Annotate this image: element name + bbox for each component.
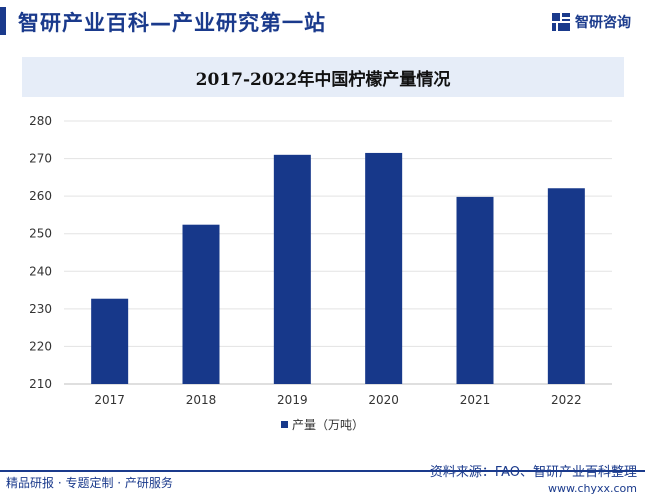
y-tick-label: 260 bbox=[29, 189, 52, 203]
y-tick-label: 240 bbox=[29, 264, 52, 278]
y-tick-label: 250 bbox=[29, 227, 52, 241]
chart-title-band: 2017-2022年中国柠檬产量情况 bbox=[22, 57, 624, 97]
y-tick-label: 280 bbox=[29, 114, 52, 128]
chart-title: 2017-2022年中国柠檬产量情况 bbox=[195, 69, 451, 90]
x-tick-label: 2017 bbox=[94, 393, 125, 407]
x-tick-label: 2020 bbox=[368, 393, 399, 407]
x-tick-label: 2019 bbox=[277, 393, 308, 407]
page-title: 智研产业百科—产业研究第一站 bbox=[18, 11, 326, 35]
y-tick-label: 270 bbox=[29, 152, 52, 166]
footer-source-background bbox=[430, 456, 645, 472]
bar-2017 bbox=[91, 298, 129, 384]
logo-text: 智研咨询 bbox=[575, 15, 631, 31]
header-accent-bar bbox=[0, 7, 6, 35]
bar-chart: 210 220 230 240 250 260 270 280 2017 2018 2019 2020… bbox=[29, 114, 612, 432]
page-header: 智研产业百科—产业研究第一站 智研咨询 bbox=[0, 0, 645, 44]
bar-2020 bbox=[365, 152, 403, 384]
y-tick-label: 220 bbox=[29, 339, 52, 353]
bar-2021 bbox=[456, 196, 494, 384]
y-tick-label: 230 bbox=[29, 302, 52, 316]
footer-url: www.chyxx.com bbox=[547, 482, 637, 495]
legend-label: 产量（万吨） bbox=[292, 418, 364, 432]
footer-services: 精品研报 · 专题定制 · 产研服务 bbox=[6, 476, 173, 490]
source-note: 资料来源：FAO、智研产业百科整理 bbox=[429, 465, 637, 480]
bar-2022 bbox=[547, 188, 585, 384]
x-tick-label: 2018 bbox=[186, 393, 217, 407]
bar-2018 bbox=[182, 224, 220, 384]
y-tick-label: 210 bbox=[29, 377, 52, 391]
footer-divider bbox=[0, 470, 645, 472]
x-tick-label: 2022 bbox=[551, 393, 582, 407]
legend-swatch bbox=[281, 421, 288, 428]
chyxx-logo-icon bbox=[552, 13, 570, 31]
x-tick-label: 2021 bbox=[460, 393, 491, 407]
brand-logo[interactable]: 智研咨询 bbox=[551, 12, 631, 32]
bar-2019 bbox=[273, 154, 311, 384]
